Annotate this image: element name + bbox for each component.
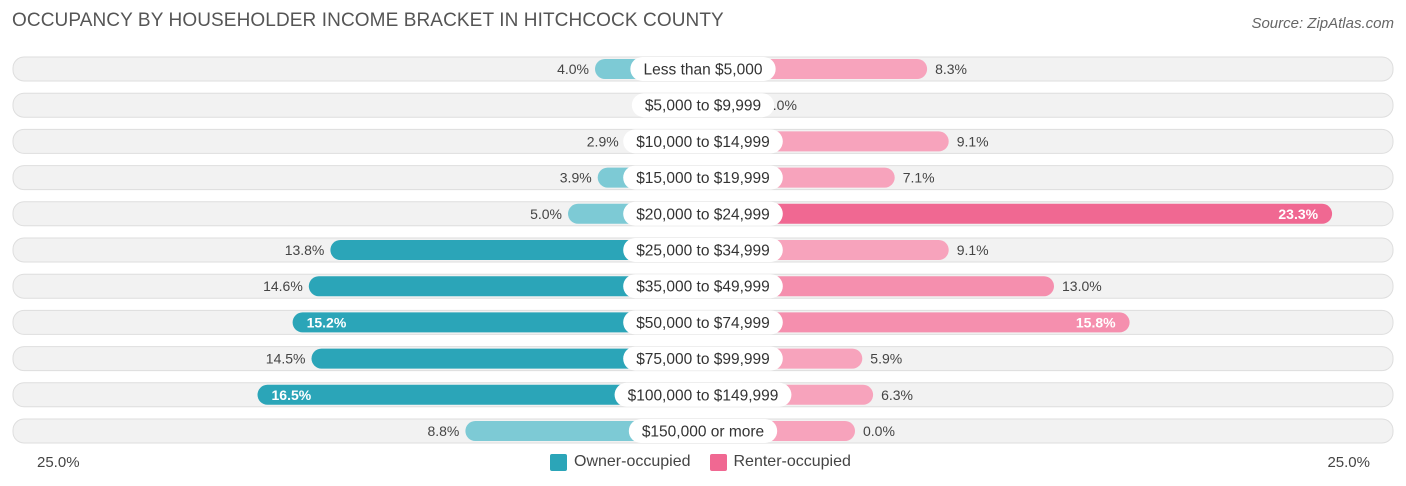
owner-value-label: 4.0% — [557, 61, 589, 77]
owner-value-label: 2.9% — [587, 133, 619, 149]
owner-bar — [292, 312, 703, 333]
renter-value-label: 5.9% — [870, 351, 902, 367]
category-pill — [623, 238, 783, 262]
category-label: $50,000 to $74,999 — [636, 315, 770, 332]
owner-bar — [311, 348, 703, 369]
category-label: $35,000 to $49,999 — [636, 279, 770, 296]
renter-value-label: 8.3% — [935, 61, 967, 77]
category-label: $20,000 to $24,999 — [636, 206, 770, 223]
category-pill — [623, 310, 783, 335]
renter-value-label: 7.1% — [903, 170, 935, 186]
legend-renter-label: Renter-occupied — [733, 453, 851, 470]
category-label: $10,000 to $14,999 — [636, 134, 770, 151]
source-label: Source: ZipAtlas.com — [1251, 15, 1394, 32]
owner-value-label: 5.0% — [530, 206, 562, 222]
owner-value-label: 15.2% — [307, 314, 347, 330]
chart-canvas: 4.0%8.3%Less than $5,0000.93%2.0%$5,000 … — [12, 56, 1394, 444]
renter-value-label: 15.8% — [1076, 314, 1116, 330]
renter-value-label: 0.0% — [863, 423, 895, 439]
owner-bar — [308, 276, 703, 297]
owner-bar — [330, 240, 703, 260]
category-label: $5,000 to $9,999 — [645, 98, 761, 115]
chart-title: OCCUPANCY BY HOUSEHOLDER INCOME BRACKET … — [12, 10, 724, 31]
category-label: $25,000 to $34,999 — [636, 243, 770, 260]
renter-value-label: 23.3% — [1278, 206, 1318, 222]
renter-bar — [703, 203, 1333, 224]
legend-item-renter: Renter-occupied — [709, 453, 851, 471]
owner-value-label: 16.5% — [272, 387, 312, 403]
category-pill — [630, 57, 776, 81]
axis-left-label: 25.0% — [37, 454, 80, 471]
category-label: $75,000 to $99,999 — [636, 351, 770, 368]
category-pill — [623, 274, 783, 299]
category-pill — [623, 201, 783, 226]
category-pill — [623, 165, 783, 190]
renter-bar — [703, 276, 1054, 297]
category-pill — [628, 419, 778, 443]
category-pill — [623, 129, 783, 154]
category-pill — [631, 93, 775, 118]
renter-value-label: 13.0% — [1062, 278, 1102, 294]
owner-value-label: 14.5% — [266, 351, 306, 367]
renter-swatch-icon — [709, 453, 727, 471]
owner-swatch-icon — [550, 453, 567, 471]
category-label: $100,000 to $149,999 — [628, 387, 779, 404]
category-pill — [614, 382, 792, 407]
renter-value-label: 9.1% — [957, 133, 989, 149]
renter-bar — [703, 312, 1130, 333]
owner-value-label: 13.8% — [285, 242, 325, 258]
category-label: $15,000 to $19,999 — [636, 170, 770, 187]
owner-bar — [257, 384, 703, 405]
category-label: $150,000 or more — [642, 424, 764, 441]
owner-value-label: 14.6% — [263, 278, 303, 294]
category-pill — [623, 346, 783, 371]
owner-value-label: 3.9% — [560, 170, 592, 186]
owner-value-label: 8.8% — [427, 423, 459, 439]
legend-item-owner: Owner-occupied — [550, 453, 691, 471]
renter-value-label: 9.1% — [957, 242, 989, 258]
axis-right-label: 25.0% — [1327, 454, 1370, 471]
legend-owner-label: Owner-occupied — [574, 453, 691, 470]
category-label: Less than $5,000 — [644, 62, 763, 79]
legend: Owner-occupied Renter-occupied — [550, 453, 870, 471]
renter-value-label: 6.3% — [881, 387, 913, 403]
